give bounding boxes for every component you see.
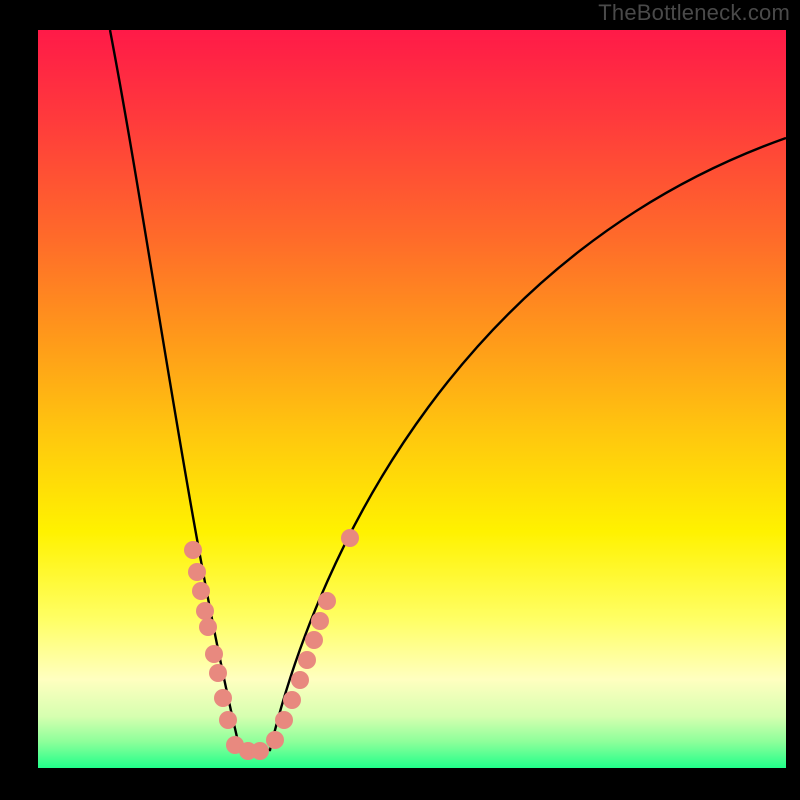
data-point xyxy=(219,711,237,729)
data-point xyxy=(318,592,336,610)
data-point xyxy=(184,541,202,559)
data-point xyxy=(311,612,329,630)
data-point xyxy=(199,618,217,636)
data-point xyxy=(291,671,309,689)
data-point xyxy=(196,602,214,620)
data-point xyxy=(209,664,227,682)
data-point xyxy=(283,691,301,709)
data-point xyxy=(205,645,223,663)
data-point xyxy=(341,529,359,547)
data-point xyxy=(266,731,284,749)
data-point xyxy=(214,689,232,707)
data-point xyxy=(275,711,293,729)
data-point xyxy=(298,651,316,669)
gradient-background xyxy=(38,30,786,768)
data-point xyxy=(305,631,323,649)
data-point xyxy=(192,582,210,600)
data-point xyxy=(251,742,269,760)
data-point xyxy=(188,563,206,581)
bottleneck-chart xyxy=(0,0,800,800)
